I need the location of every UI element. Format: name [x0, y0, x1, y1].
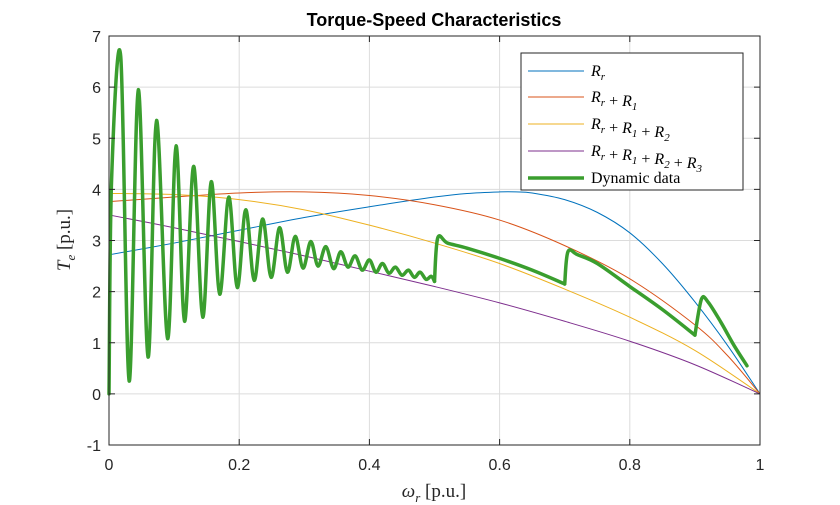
legend-symbol: R — [653, 151, 664, 168]
y-axis-unit: [p.u.] — [54, 209, 75, 250]
legend-subscript: r — [601, 151, 606, 163]
legend-subscript: 1 — [632, 155, 638, 167]
legend-symbol: R — [621, 93, 632, 110]
y-tick-label: 1 — [92, 336, 101, 353]
x-tick-label: 0.6 — [488, 457, 510, 474]
legend-label: Rr + R1 + R2 — [590, 116, 670, 144]
y-tick-label: 6 — [92, 80, 101, 97]
legend-subscript: 2 — [664, 159, 670, 171]
series-0 — [108, 191, 761, 395]
y-axis-label: Te [p.u.] — [54, 209, 78, 271]
x-tick-label: 0.4 — [358, 457, 380, 474]
x-tick-label: 0 — [105, 457, 114, 474]
dynamic-segment-line — [432, 234, 567, 286]
legend-symbol: R — [590, 63, 601, 80]
series-2 — [108, 192, 761, 395]
dynamic-oscillation-line — [107, 47, 437, 396]
x-tick-label: 0.8 — [619, 457, 641, 474]
legend-subscript: 1 — [632, 128, 638, 140]
legend-symbol: R — [686, 155, 697, 172]
dynamic-segment-line — [693, 294, 749, 368]
legend-subscript: 1 — [632, 101, 638, 113]
legend-plus: + — [670, 155, 687, 172]
legend-subscript: r — [601, 71, 606, 83]
series-layer — [107, 47, 761, 396]
y-tick-label: 4 — [92, 182, 101, 199]
x-axis-unit: [p.u.] — [425, 481, 466, 502]
legend-label: Dynamic data — [591, 170, 680, 187]
series-line — [108, 191, 761, 395]
legend-symbol: R — [590, 143, 601, 160]
y-tick-label: -1 — [87, 438, 101, 455]
x-tick-label: 1 — [756, 457, 765, 474]
legend-label: Rr + R1 — [590, 89, 637, 113]
x-axis-subscript: r — [415, 490, 421, 505]
dynamic-segment-line — [562, 248, 697, 337]
y-axis-symbol: T — [54, 259, 75, 271]
legend-subscript: r — [601, 124, 606, 136]
series-line — [108, 214, 761, 395]
y-tick-label: 7 — [92, 29, 101, 46]
y-tick-label: 0 — [92, 387, 101, 404]
legend-plus: + — [637, 124, 654, 141]
x-axis-label: ωr [p.u.] — [402, 481, 466, 505]
legend-plus: + — [605, 120, 622, 137]
series-3 — [108, 214, 761, 395]
legend-subscript: 3 — [696, 163, 703, 175]
legend-symbol: R — [621, 120, 632, 137]
y-tick-label: 3 — [92, 234, 101, 251]
legend-symbol: R — [621, 147, 632, 164]
series-4 — [107, 47, 749, 396]
chart-title: Torque-Speed Characteristics — [307, 10, 562, 30]
legend-subscript: 2 — [664, 132, 670, 144]
legend-plus: + — [637, 151, 654, 168]
legend-symbol: R — [590, 116, 601, 133]
y-tick-label: 5 — [92, 131, 101, 148]
x-axis-symbol: ω — [402, 481, 415, 502]
legend-plus: + — [605, 93, 622, 110]
legend-subscript: r — [601, 97, 606, 109]
legend-label: Rr — [590, 63, 606, 83]
legend-symbol: R — [590, 89, 601, 106]
y-axis-subscript: e — [63, 255, 78, 261]
legend-plus: + — [605, 147, 622, 164]
y-tick-label: 2 — [92, 285, 101, 302]
legend-symbol: R — [653, 124, 664, 141]
legend-box — [520, 52, 744, 191]
x-tick-label: 0.2 — [228, 457, 250, 474]
series-line — [108, 192, 761, 395]
legend-label: Rr + R1 + R2 + R3 — [590, 143, 703, 175]
